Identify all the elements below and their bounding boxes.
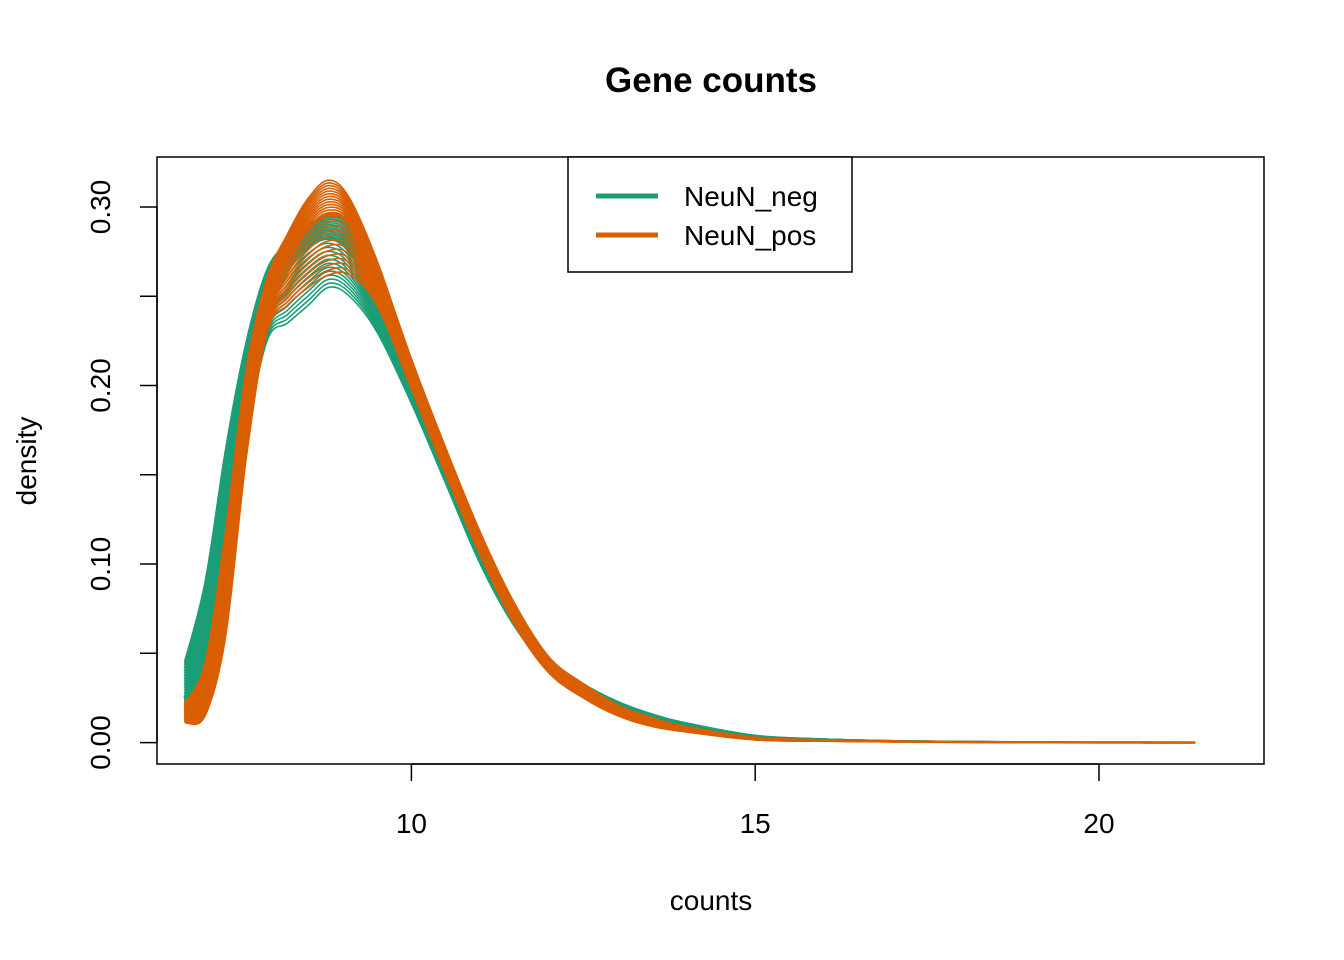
series-neun-neg-sample-line bbox=[183, 266, 1196, 744]
series-neun-neg-sample-line bbox=[183, 216, 1196, 744]
y-tick-label: 0.30 bbox=[85, 180, 116, 235]
legend-label-neun-neg: NeuN_neg bbox=[684, 181, 818, 212]
series-neun-pos-sample-line bbox=[183, 211, 1196, 744]
series-neun-neg-sample-line bbox=[183, 238, 1196, 744]
series-neun-pos-sample-line bbox=[183, 234, 1196, 744]
series-neun-neg-sample-line bbox=[183, 254, 1196, 744]
series-neun-pos-sample-line bbox=[184, 262, 1196, 744]
series-neun-neg-sample-line bbox=[183, 242, 1196, 744]
series-layer bbox=[183, 179, 1196, 744]
series-neun-pos-sample-line bbox=[183, 220, 1196, 744]
series-neun-neg-sample-line bbox=[183, 278, 1196, 744]
y-tick-label: 0.20 bbox=[85, 358, 116, 413]
series-neun-neg-sample-line bbox=[183, 227, 1196, 744]
legend: NeuN_neg NeuN_pos bbox=[567, 156, 853, 273]
series-neun-pos-sample-line bbox=[183, 229, 1196, 744]
series-neun-neg-sample-line bbox=[183, 218, 1196, 744]
x-tick-label: 10 bbox=[396, 808, 427, 839]
series-neun-neg-sample-line bbox=[183, 270, 1196, 744]
y-tick-label: 0.00 bbox=[85, 715, 116, 770]
series-neun-pos-sample-line bbox=[183, 195, 1196, 744]
legend-label-neun-pos: NeuN_pos bbox=[684, 220, 816, 251]
series-neun-neg-line bbox=[183, 236, 1196, 744]
series-neun-pos-sample-line bbox=[183, 201, 1196, 744]
legend-box bbox=[567, 156, 853, 273]
series-neun-neg-sample-line bbox=[183, 262, 1196, 744]
series-neun-neg-sample-line bbox=[183, 232, 1196, 744]
series-neun-neg-sample-line bbox=[183, 250, 1196, 744]
series-neun-neg-sample-line bbox=[183, 215, 1196, 744]
x-tick-label: 15 bbox=[740, 808, 771, 839]
series-neun-neg-sample-line bbox=[183, 258, 1196, 744]
series-neun-pos-line bbox=[183, 212, 1196, 744]
series-neun-neg-sample-line bbox=[183, 282, 1196, 744]
series-neun-neg-sample-line bbox=[183, 286, 1196, 744]
series-neun-pos-sample-line bbox=[183, 209, 1196, 744]
series-neun-neg-sample-line bbox=[183, 225, 1196, 744]
y-tick-label: 0.10 bbox=[85, 537, 116, 592]
series-neun-pos-sample-line bbox=[184, 271, 1196, 744]
series-neun-pos-sample-line bbox=[184, 248, 1196, 744]
series-neun-neg-sample-line bbox=[183, 246, 1196, 744]
y-axis: 0.00 0.10 0.20 0.30 bbox=[85, 180, 158, 770]
series-neun-pos-sample-line bbox=[184, 238, 1196, 744]
series-neun-neg-sample-line bbox=[183, 228, 1196, 744]
series-neun-neg-sample-line bbox=[183, 221, 1196, 744]
x-tick-label: 20 bbox=[1083, 808, 1114, 839]
series-neun-neg-sample-line bbox=[183, 230, 1196, 744]
series-neun-neg-sample-line bbox=[183, 274, 1196, 744]
series-neun-neg-sample-line bbox=[183, 235, 1196, 744]
x-axis: 10 15 20 bbox=[396, 763, 1115, 839]
series-neun-pos-sample-line bbox=[183, 190, 1196, 744]
series-neun-pos-sample-line bbox=[184, 257, 1196, 744]
y-axis-label: density bbox=[11, 417, 42, 506]
series-neun-neg-sample-line bbox=[183, 220, 1196, 744]
x-axis-label: counts bbox=[670, 885, 753, 916]
series-neun-pos-sample-line bbox=[183, 224, 1196, 744]
series-neun-neg-sample-line bbox=[183, 233, 1196, 744]
series-neun-pos-sample-line bbox=[184, 252, 1196, 744]
series-neun-pos-sample-line bbox=[183, 215, 1196, 744]
series-neun-pos-sample-line bbox=[184, 243, 1196, 744]
chart-title: Gene counts bbox=[605, 61, 817, 100]
series-neun-pos-sample-line bbox=[184, 266, 1196, 744]
series-neun-neg-sample-line bbox=[183, 223, 1196, 744]
series-neun-pos-sample-line bbox=[183, 203, 1196, 744]
